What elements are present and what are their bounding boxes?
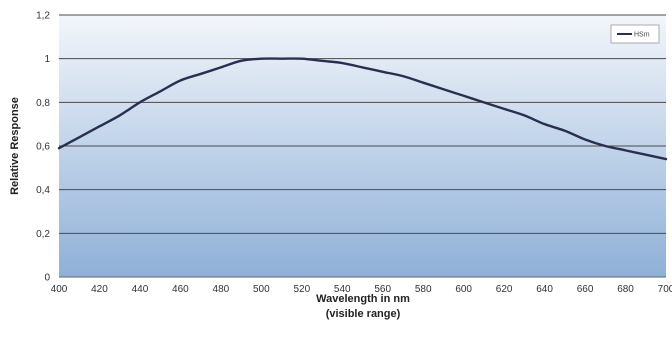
x-tick-label: 700 xyxy=(658,284,672,295)
y-tick-label: 1 xyxy=(44,54,50,65)
x-tick-label: 500 xyxy=(253,284,270,295)
y-tick-label: 0 xyxy=(44,273,50,284)
y-tick-label: 0,4 xyxy=(36,185,50,196)
x-axis-subtitle: (visible range) xyxy=(326,308,401,320)
x-tick-label: 440 xyxy=(132,284,149,295)
legend-label: HSm xyxy=(634,32,650,39)
x-tick-label: 540 xyxy=(334,284,351,295)
series-line-hsm xyxy=(57,57,668,161)
y-tick-label: 1,2 xyxy=(36,11,50,22)
x-tick-label: 460 xyxy=(172,284,189,295)
y-axis-ticks: 0 0,2 0,4 0,6 0,8 1 1,2 xyxy=(36,11,50,284)
x-tick-label: 420 xyxy=(91,284,108,295)
x-tick-label: 680 xyxy=(617,284,634,295)
legend-box xyxy=(610,24,660,44)
y-tick-label: 0,8 xyxy=(36,98,50,109)
y-tick-label: 0,6 xyxy=(36,142,50,153)
x-tick-label: 400 xyxy=(51,284,68,295)
x-axis-title: Wavelength in nm xyxy=(316,293,410,305)
y-tick-label: 0,2 xyxy=(36,229,50,240)
x-tick-label: 660 xyxy=(577,284,594,295)
x-tick-label: 640 xyxy=(536,284,553,295)
x-axis-ticks: 400 420 440 460 480 500 520 540 560 580 600 620 640 6… xyxy=(51,284,672,295)
x-tick-label: 580 xyxy=(415,284,432,295)
gridlines xyxy=(59,14,666,234)
x-tick-label: 480 xyxy=(213,284,230,295)
x-tick-label: 560 xyxy=(374,284,391,295)
x-tick-label: 520 xyxy=(293,284,310,295)
legend: HSm xyxy=(610,24,660,44)
y-axis-title: Relative Response xyxy=(9,97,21,195)
x-tick-label: 600 xyxy=(455,284,472,295)
x-tick-label: 620 xyxy=(496,284,513,295)
